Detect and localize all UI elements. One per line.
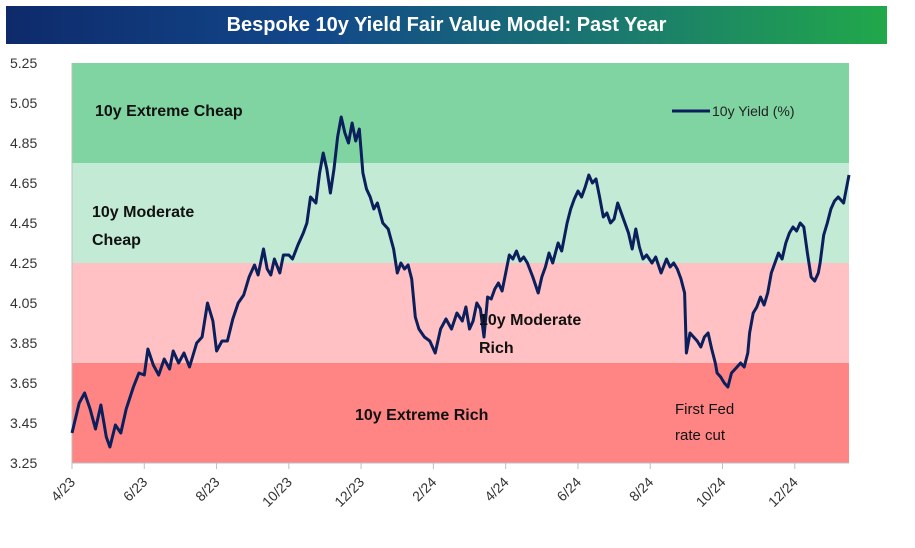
zone-labels: 10y Extreme Cheap 10y Moderate Cheap 10y Mo… — [92, 103, 734, 444]
y-tick-label: 4.05 — [10, 295, 37, 311]
x-tick-label: 6/24 — [553, 474, 584, 505]
zone-label: Rich — [479, 340, 514, 357]
y-tick-label: 4.65 — [10, 175, 37, 191]
x-tick-label: 10/24 — [693, 474, 729, 510]
y-tick-label: 4.45 — [10, 215, 37, 231]
y-tick-label: 4.85 — [10, 135, 37, 151]
y-tick-label: 3.85 — [10, 335, 37, 351]
legend: 10y Yield (%) — [672, 103, 794, 119]
zone-label: 10y Extreme Cheap — [95, 103, 243, 120]
zone-band-0 — [72, 63, 849, 163]
y-tick-label: 3.25 — [10, 455, 37, 471]
y-tick-label: 5.25 — [10, 55, 37, 71]
zone-label: 10y Moderate — [479, 312, 581, 329]
series-layer — [70, 115, 851, 449]
zone-band-3 — [72, 363, 849, 463]
y-tick-label: 3.65 — [10, 375, 37, 391]
zone-band-2 — [72, 263, 849, 363]
x-tick-label: 10/23 — [259, 474, 295, 510]
annotation-fed-cut: rate cut — [675, 427, 726, 444]
x-tick-label: 12/24 — [765, 474, 801, 510]
chart-title: Bespoke 10y Yield Fair Value Model: Past… — [6, 6, 887, 44]
x-tick-label: 6/23 — [120, 474, 151, 505]
y-tick-label: 5.05 — [10, 95, 37, 111]
x-axis: 4/23 6/23 8/23 10/23 12/23 2/24 4/24 6/24 8/24 10… — [48, 462, 849, 510]
x-tick-label: 2/24 — [409, 474, 440, 505]
x-tick-label: 4/23 — [48, 474, 79, 505]
zone-band-1 — [72, 163, 849, 263]
series-line-10y-yield — [70, 115, 851, 449]
zone-label: 10y Extreme Rich — [355, 407, 488, 424]
x-tick-label: 12/23 — [331, 474, 367, 510]
x-tick-label: 4/24 — [481, 474, 512, 505]
y-tick-label: 4.25 — [10, 255, 37, 271]
legend-label: 10y Yield (%) — [712, 103, 794, 119]
annotation-fed-cut: First Fed — [675, 401, 734, 418]
zone-label: 10y Moderate — [92, 204, 194, 221]
zones-layer — [72, 63, 849, 463]
y-tick-label: 3.45 — [10, 415, 37, 431]
y-axis: 5.25 5.05 4.85 4.65 4.45 4.25 4.05 3.85 3.65 3.45… — [10, 55, 73, 471]
x-tick-label: 8/23 — [192, 474, 223, 505]
x-tick-label: 8/24 — [626, 474, 657, 505]
zone-label: Cheap — [92, 232, 141, 249]
